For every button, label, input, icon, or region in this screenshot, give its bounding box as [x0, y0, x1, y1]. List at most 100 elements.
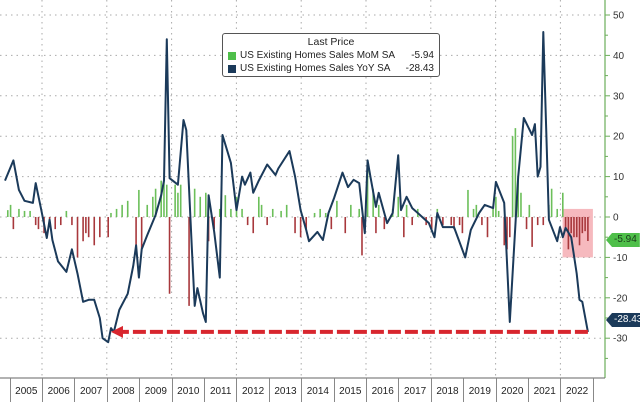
yoy-line: [4, 31, 589, 344]
mom-bar: [587, 217, 589, 241]
mom-bar: [271, 208, 274, 217]
x-tick-label: 2012: [236, 378, 268, 402]
mom-bar: [107, 217, 109, 238]
legend-entry-yoy: US Existing Homes Sales YoY SA -28.43: [228, 62, 434, 75]
dashed-arrow: [110, 325, 588, 338]
y-tick-label: 20: [613, 132, 625, 143]
mom-bar: [199, 196, 202, 217]
mom-bar: [542, 217, 545, 226]
mom-bar: [442, 217, 444, 226]
mom-bar: [358, 208, 361, 217]
mom-bar: [336, 200, 338, 217]
mom-bar: [29, 210, 31, 217]
mom-bar: [82, 217, 84, 242]
mom-bar: [205, 192, 207, 217]
mom-bar: [285, 204, 288, 217]
arrow-head-icon: [110, 325, 123, 338]
mom-bar: [584, 217, 586, 232]
legend-swatch-navy: [228, 64, 236, 73]
mom-bar: [59, 217, 62, 226]
mom-bar: [564, 217, 567, 230]
mom-bar: [528, 204, 531, 217]
mom-bar: [461, 217, 464, 234]
legend-entry-mom: US Existing Homes Sales MoM SA -5.94: [228, 49, 434, 62]
mom-bar: [266, 217, 268, 226]
mom-bar: [556, 208, 559, 217]
legend-value: -5.94: [411, 50, 434, 61]
mom-bar: [570, 217, 572, 234]
mom-bar: [450, 217, 453, 226]
mom-bar: [403, 217, 405, 238]
mom-bar: [18, 208, 20, 217]
mom-bar: [6, 210, 9, 217]
mom-bar: [375, 217, 377, 234]
mom-bar: [383, 217, 386, 230]
mom-bar: [562, 192, 564, 217]
mom-bar: [520, 192, 522, 217]
mom-bars: [6, 128, 589, 306]
yoy-line-layer: [4, 31, 589, 344]
y-tick-label: 10: [613, 172, 625, 183]
mom-bar: [23, 210, 26, 217]
mom-bar: [581, 217, 584, 234]
mom-bar: [165, 184, 168, 217]
y-tick-label: -20: [613, 293, 628, 304]
mom-bar: [299, 217, 302, 238]
x-tick-label: 2009: [139, 378, 171, 402]
x-axis-end-tick: [592, 378, 594, 402]
mom-bar: [241, 208, 243, 217]
mom-bar: [481, 217, 483, 226]
mom-bar: [12, 217, 15, 230]
mom-bar: [154, 188, 157, 217]
mom-bar: [575, 217, 578, 238]
mom-bar: [146, 204, 149, 217]
mom-bar: [135, 217, 137, 246]
mom-bar: [188, 217, 190, 306]
y-axis: 50 40 30 20 10 0 -10 -20 -30: [0, 0, 628, 379]
mom-bar: [411, 217, 413, 226]
mom-bar: [65, 210, 68, 217]
y-tick-label: -10: [613, 253, 628, 264]
mom-bar: [179, 184, 182, 217]
mom-bar: [294, 217, 296, 234]
mom-bar: [492, 208, 494, 217]
mom-bar: [177, 192, 179, 217]
mom-bar: [509, 217, 511, 238]
mom-bar: [99, 217, 101, 238]
x-tick-label: 2016: [366, 378, 398, 402]
mom-bar: [260, 204, 263, 217]
mom-bar: [9, 204, 12, 217]
mom-bar: [497, 210, 500, 217]
y-tick-label: 50: [613, 11, 625, 22]
mom-bar: [503, 217, 506, 246]
mom-bar: [366, 160, 369, 217]
mom-bar: [152, 196, 154, 217]
mom-bar: [531, 217, 533, 247]
legend-title: Last Price: [307, 36, 355, 48]
mom-bar: [218, 208, 221, 217]
mom-bar: [486, 217, 489, 238]
mom-bar: [458, 217, 461, 226]
mom-bar: [377, 204, 380, 217]
yoy-last-badge: -28.43: [606, 313, 640, 327]
mom-bar: [168, 217, 171, 294]
mom-bar: [174, 184, 176, 217]
mom-bar: [37, 217, 40, 230]
mom-bar: [397, 196, 400, 217]
x-tick-label: 2010: [171, 378, 204, 402]
mom-bar: [93, 217, 96, 246]
mom-bar: [430, 217, 433, 230]
mom-bar: [252, 217, 255, 234]
mom-bar: [76, 217, 79, 258]
mom-bar: [536, 217, 539, 226]
mom-bar: [372, 188, 374, 217]
mom-bar: [472, 208, 475, 217]
mom-bar: [361, 217, 363, 256]
y-tick-label: -30: [613, 334, 628, 345]
x-tick-label: 2011: [204, 378, 236, 402]
mom-bar: [121, 204, 123, 217]
x-tick-label: 2019: [463, 378, 495, 402]
mom-bar: [514, 128, 517, 217]
mom-bar: [511, 136, 514, 217]
